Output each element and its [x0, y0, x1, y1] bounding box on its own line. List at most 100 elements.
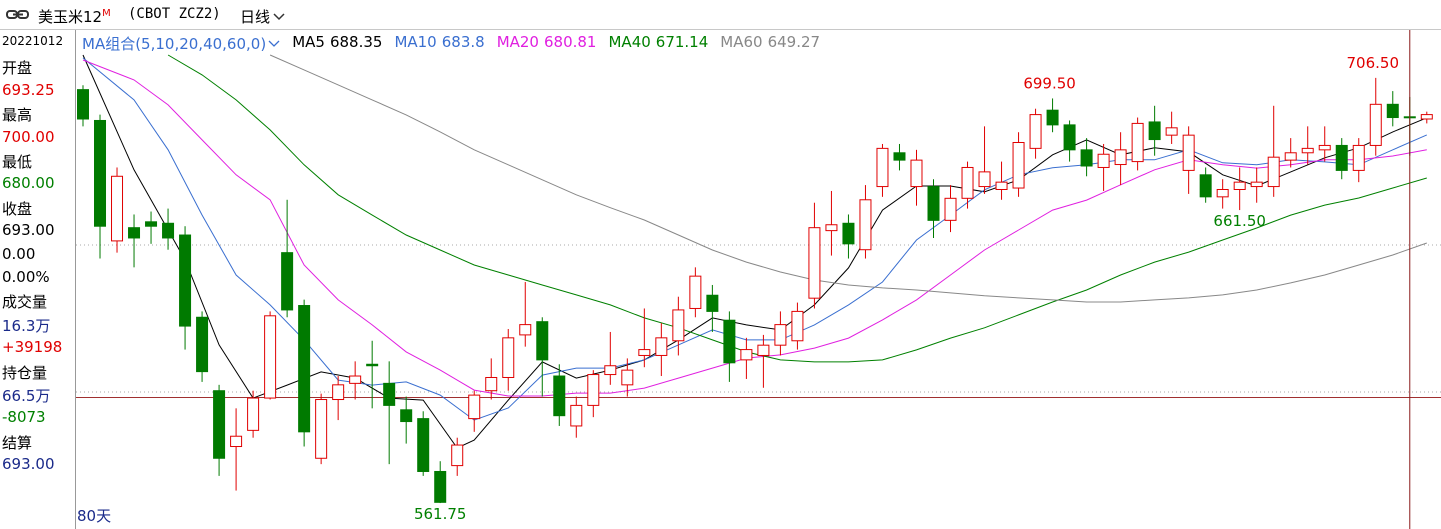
legend-name: MA10: [394, 33, 437, 51]
info-text: 66.5万: [2, 387, 51, 405]
candle-body: [927, 186, 940, 221]
annotations: 706.50 699.50 661.50 561.75: [414, 54, 1399, 523]
info-text: 结算: [2, 433, 33, 452]
candle-body: [179, 234, 192, 327]
candle-body: [791, 310, 804, 342]
candle-body: [1284, 152, 1297, 161]
legend-entry: MA20 680.81: [497, 33, 597, 54]
instrument-code: (CBOT ZCZ2): [128, 6, 221, 22]
candle-body: [1267, 156, 1280, 188]
ma-line: [167, 54, 1427, 363]
legend-name: MA20: [496, 33, 539, 51]
info-text: 开盘: [2, 59, 33, 78]
legend-value: 688.35: [329, 33, 383, 51]
extreme-label: 561.75: [414, 505, 467, 523]
candle-body: [655, 337, 668, 356]
candle-body: [672, 309, 685, 342]
info-text: 最高: [2, 106, 33, 125]
candle-body: [264, 315, 277, 399]
info-text: 693.00: [2, 455, 55, 474]
dropdown-arrow: [268, 40, 280, 47]
candle-body: [825, 224, 838, 232]
candle-body: [1301, 147, 1314, 154]
info-text: 693.25: [2, 80, 55, 99]
info-text: 0.00: [2, 244, 36, 263]
legend-value: 649.27: [767, 33, 821, 51]
period-text: 日线: [240, 8, 271, 26]
candle-body: [1182, 134, 1195, 171]
candle-body: [230, 435, 243, 448]
candle-body: [1386, 103, 1399, 119]
candle-body: [400, 409, 413, 423]
candle-body: [1199, 174, 1212, 198]
candle-body: [196, 316, 209, 373]
candle-body: [213, 390, 226, 459]
legend: MA组合(5,10,20,40,60,0) MA5 688.35 MA10 683.8 M…: [82, 33, 820, 54]
candle-body: [315, 399, 328, 459]
info-text: 成交量: [2, 293, 48, 312]
candle-body: [502, 337, 515, 378]
legend-name: MA5: [292, 33, 325, 51]
candle-body: [1080, 149, 1093, 167]
candle-body: [434, 470, 447, 503]
candle-body: [383, 382, 396, 406]
candle-body: [1352, 144, 1365, 171]
legend-entry: MA10 683.8: [394, 33, 484, 54]
legend-value: 671.14: [655, 33, 709, 51]
extreme-label: 661.50: [1213, 212, 1266, 230]
dropdown-arrow: [273, 13, 285, 21]
ma-line: [269, 54, 1427, 303]
candle-body: [349, 375, 362, 384]
candle-body: [1216, 188, 1229, 198]
legend-entry: MA60 649.27: [720, 33, 820, 54]
candle-body: [1114, 149, 1127, 166]
indicator-label[interactable]: MA组合(5,10,20,40,60,0): [82, 35, 267, 53]
candle-body: [94, 119, 107, 227]
candle-body: [944, 197, 957, 221]
candle-body: [706, 294, 719, 312]
candle-body: [1233, 181, 1246, 190]
info-panel: 20221012 开盘 693.25 最高 700.00 最低 680.00 收盘 693.00…: [0, 30, 76, 529]
candle-body: [740, 349, 753, 361]
candle-body: [876, 147, 889, 188]
candle-body: [536, 321, 549, 361]
legend-name: MA60: [720, 33, 763, 51]
info-text: -8073: [2, 408, 46, 427]
candle-body: [1029, 114, 1042, 149]
candle-body: [1012, 142, 1025, 189]
candle-body: [604, 365, 617, 376]
link-icon[interactable]: [6, 9, 30, 21]
legend-entry: MA5 688.35: [292, 33, 382, 54]
candle-body: [468, 394, 481, 420]
candle-body: [1046, 109, 1059, 126]
candle-body: [893, 152, 906, 161]
info-text: 680.00: [2, 174, 55, 193]
info-text: 收盘: [2, 199, 33, 218]
info-text: 16.3万: [2, 316, 51, 335]
info-text: +39198: [2, 338, 63, 357]
legend-value: 680.81: [543, 33, 597, 51]
info-text: 20221012: [2, 34, 64, 48]
candle-body: [162, 222, 175, 239]
candle-body: [247, 397, 260, 431]
info-text: 700.00: [2, 127, 55, 146]
candle-body: [451, 444, 464, 467]
candle-body: [485, 376, 498, 392]
candle-body: [519, 324, 532, 336]
info-text: 693.00: [2, 221, 55, 240]
candle-body: [1318, 144, 1331, 151]
candle-body: [417, 418, 430, 472]
candle-body: [1420, 114, 1433, 120]
period-select[interactable]: 日线: [240, 6, 286, 27]
extreme-label: 699.50: [1023, 74, 1076, 92]
candle-body: [570, 404, 583, 427]
arrow: [268, 40, 280, 47]
candle-body: [332, 384, 345, 401]
candle-body: [1097, 153, 1110, 168]
candle-body: [553, 375, 566, 417]
legend-value: 683.8: [441, 33, 485, 51]
instrument-sup: M: [102, 8, 111, 19]
instrument-name[interactable]: 美玉米12M: [38, 6, 111, 27]
info-text: 持仓量: [2, 363, 48, 382]
